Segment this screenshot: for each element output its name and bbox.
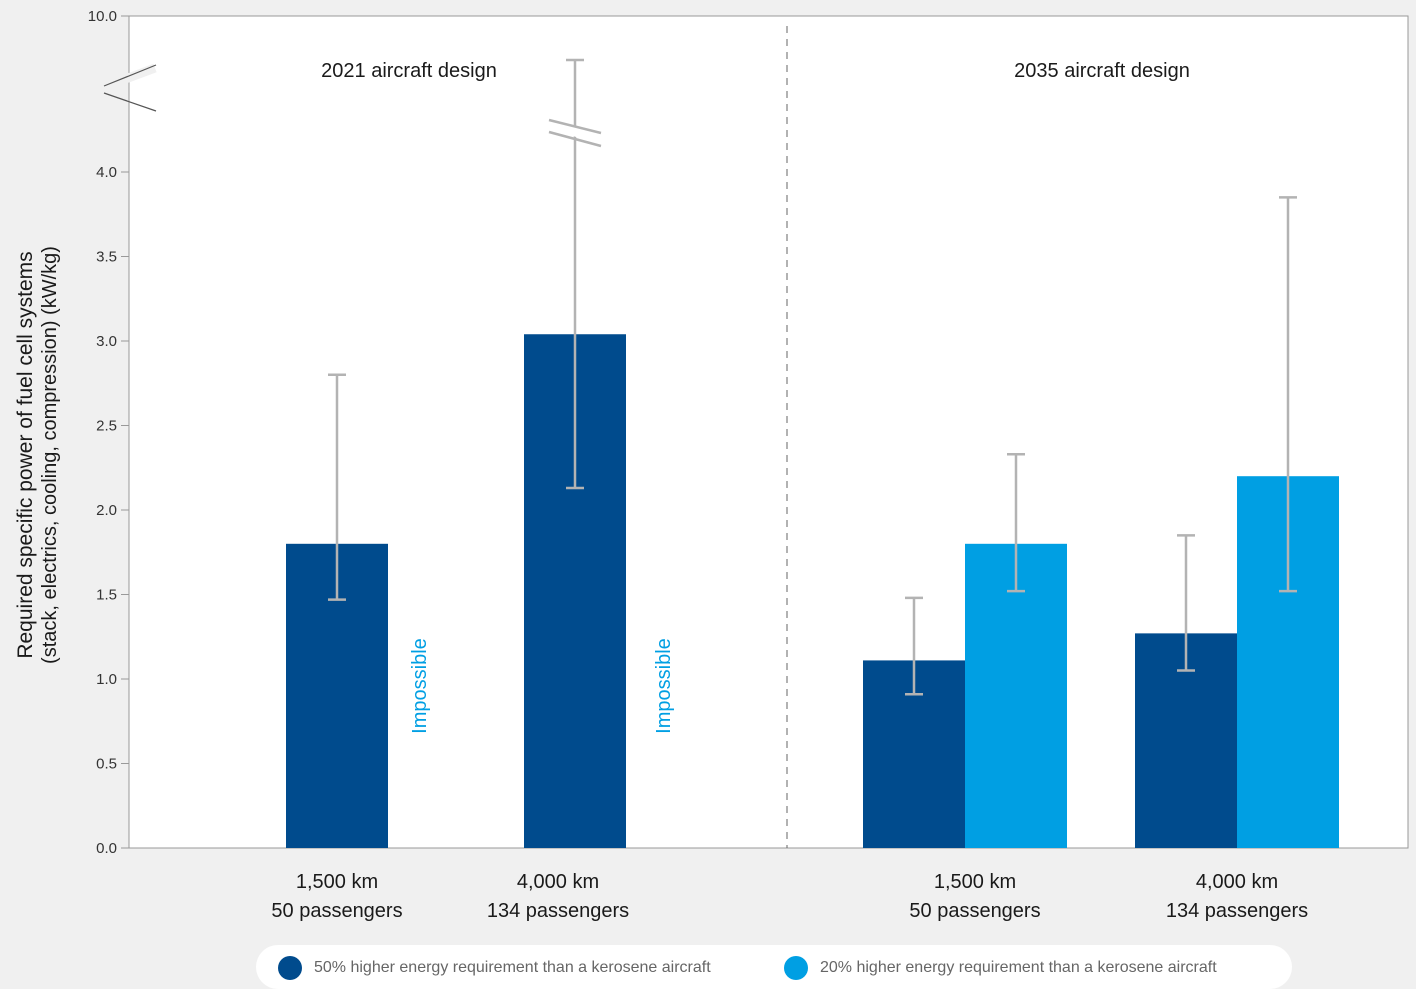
- panel-title: 2021 aircraft design: [321, 60, 497, 82]
- y-tick-label: 1.5: [96, 587, 117, 604]
- y-axis-label: Required specific power of fuel cell sys…: [14, 105, 62, 805]
- y-tick-label: 0.5: [96, 756, 117, 773]
- axis-break-gap: [102, 63, 157, 92]
- y-tick-label: 10.0: [88, 8, 117, 25]
- legend-item-series-2: 20% higher energy requirement than a ker…: [784, 956, 1217, 980]
- y-tick-label: 1.0: [96, 671, 117, 688]
- category-label-line2: 134 passengers: [1166, 900, 1308, 922]
- category-label-line2: 50 passengers: [909, 900, 1040, 922]
- legend: 50% higher energy requirement than a ker…: [256, 945, 1292, 989]
- y-tick-label: 3.5: [96, 249, 117, 266]
- error-break-line: [548, 130, 602, 148]
- y-tick-label: 0.0: [96, 840, 117, 857]
- axis-break-line: [103, 92, 157, 112]
- bar: [965, 543, 1067, 848]
- error-break-line: [548, 118, 602, 135]
- error-break-gap: [547, 119, 603, 145]
- legend-label-series-2: 20% higher energy requirement than a ker…: [820, 959, 1217, 976]
- annotation-impossible: Impossible: [653, 638, 675, 734]
- category-label-line1: 1,500 km: [296, 871, 378, 893]
- y-tick-label: 2.5: [96, 418, 117, 435]
- legend-item-series-1: 50% higher energy requirement than a ker…: [278, 956, 711, 980]
- category-label-line1: 4,000 km: [517, 871, 599, 893]
- axis-break-line: [103, 64, 157, 87]
- legend-swatch-series-1: [278, 956, 302, 980]
- y-axis-label-sub: (stack, electrics, cooling, compression)…: [39, 246, 61, 664]
- panel-title: 2035 aircraft design: [1014, 60, 1190, 82]
- y-tick-label: 4.0: [96, 164, 117, 181]
- category-label-line1: 4,000 km: [1196, 871, 1278, 893]
- y-axis-label-main: Required specific power of fuel cell sys…: [14, 251, 37, 659]
- category-label-line2: 50 passengers: [271, 900, 402, 922]
- category-label-line2: 134 passengers: [487, 900, 629, 922]
- annotation-impossible: Impossible: [409, 638, 431, 734]
- category-label-line1: 1,500 km: [934, 871, 1016, 893]
- y-tick-label: 3.0: [96, 333, 117, 350]
- legend-label-series-1: 50% higher energy requirement than a ker…: [314, 959, 711, 976]
- y-tick-label: 2.0: [96, 502, 117, 519]
- legend-swatch-series-2: [784, 956, 808, 980]
